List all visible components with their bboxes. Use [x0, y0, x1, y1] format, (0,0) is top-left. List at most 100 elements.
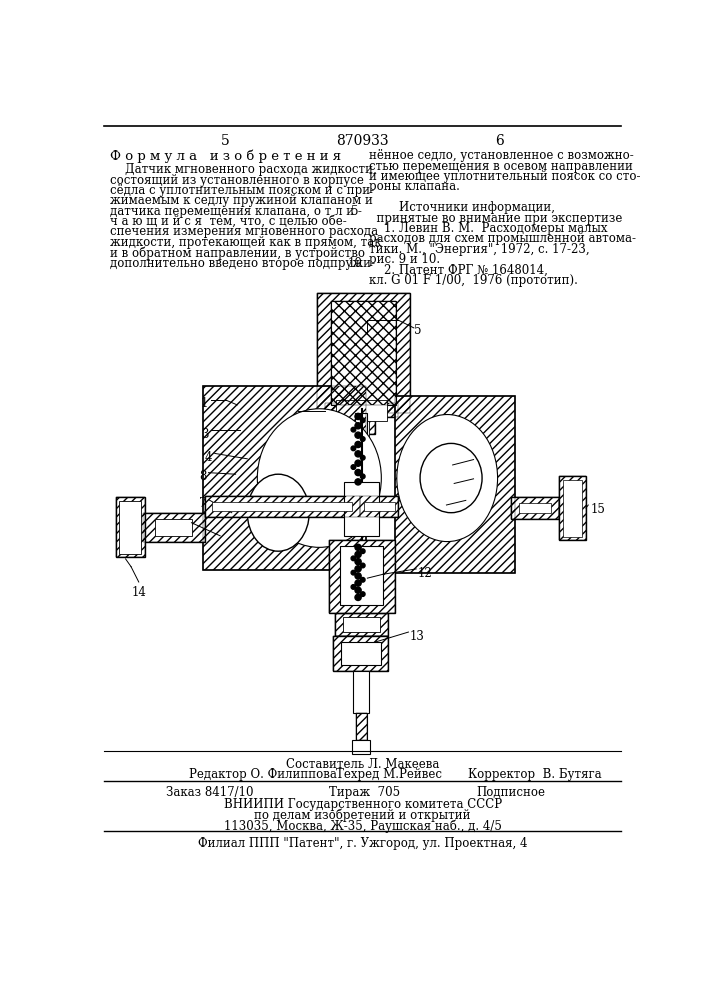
Bar	[203, 386, 366, 570]
Circle shape	[351, 556, 356, 561]
Bar	[329, 540, 395, 613]
Text: состоящий из установленного в корпусе: состоящий из установленного в корпусе	[110, 174, 364, 187]
Text: стью перемещения в осевом направлении: стью перемещения в осевом направлении	[369, 160, 633, 173]
Text: рис. 9 и 10.: рис. 9 и 10.	[369, 253, 440, 266]
Circle shape	[361, 592, 365, 596]
Bar	[335, 613, 387, 636]
Bar	[352, 409, 369, 438]
Bar	[341, 642, 381, 665]
Text: Корректор  В. Бутяга: Корректор В. Бутяга	[468, 768, 602, 781]
Text: и в обратном направлении, в устройство: и в обратном направлении, в устройство	[110, 246, 365, 260]
Text: Филиал ППП "Патент", г. Ужгород, ул. Проектная, 4: Филиал ППП "Патент", г. Ужгород, ул. Про…	[198, 837, 527, 850]
Circle shape	[351, 465, 356, 469]
Text: Техред М.Рейвес: Техред М.Рейвес	[337, 768, 443, 781]
Text: роны клапана.: роны клапана.	[369, 180, 460, 193]
Bar	[356, 713, 367, 740]
Text: 13: 13	[410, 630, 425, 643]
Bar	[360, 496, 398, 517]
Bar	[510, 497, 559, 519]
Bar	[354, 671, 369, 713]
Circle shape	[355, 551, 361, 558]
Text: Источники информации,: Источники информации,	[369, 201, 555, 214]
Circle shape	[361, 418, 365, 423]
Bar	[335, 613, 387, 636]
Circle shape	[355, 580, 361, 586]
Text: 870933: 870933	[337, 134, 389, 148]
Bar	[332, 636, 388, 671]
Bar	[346, 413, 375, 434]
Ellipse shape	[257, 409, 381, 547]
Bar	[344, 482, 379, 536]
Text: Датчик мгновенного расхода жидкости,: Датчик мгновенного расхода жидкости,	[110, 163, 377, 176]
Bar	[363, 502, 395, 511]
Text: по делам изобретений и открытий: по делам изобретений и открытий	[255, 808, 471, 822]
Bar	[395, 396, 515, 573]
Bar	[337, 400, 387, 421]
Bar	[212, 502, 352, 511]
Bar	[343, 617, 380, 632]
Text: 6: 6	[288, 409, 296, 422]
Bar	[155, 519, 192, 536]
Circle shape	[361, 474, 365, 479]
Bar	[203, 386, 366, 570]
Circle shape	[351, 570, 356, 575]
Bar	[563, 480, 582, 537]
Text: нённое седло, установленное с возможно-: нённое седло, установленное с возможно-	[369, 149, 633, 162]
Bar	[559, 476, 586, 540]
Text: 8: 8	[199, 470, 206, 483]
Circle shape	[355, 573, 361, 579]
Bar	[331, 301, 396, 405]
Bar	[325, 403, 398, 417]
Circle shape	[351, 427, 356, 432]
Text: 1. Левин В. М.  Расходомеры малых: 1. Левин В. М. Расходомеры малых	[369, 222, 607, 235]
Text: 5: 5	[221, 134, 230, 148]
Circle shape	[361, 437, 365, 441]
Text: тики. М., "Энергия", 1972, с. 17-23,: тики. М., "Энергия", 1972, с. 17-23,	[369, 243, 590, 256]
Text: 15: 15	[590, 503, 605, 516]
Text: 4: 4	[205, 451, 212, 464]
Text: 2: 2	[182, 520, 189, 533]
Circle shape	[355, 413, 361, 420]
Bar	[518, 503, 551, 513]
Text: 9: 9	[466, 497, 473, 510]
Bar	[204, 496, 360, 517]
Text: Подписное: Подписное	[476, 786, 545, 799]
Circle shape	[355, 460, 361, 466]
Bar	[395, 396, 515, 573]
Text: 2. Патент ФРГ № 1648014,: 2. Патент ФРГ № 1648014,	[369, 264, 548, 277]
Bar	[510, 497, 559, 519]
Bar	[340, 546, 383, 605]
Bar	[143, 513, 204, 542]
Text: датчика перемещения клапана, о т л и -: датчика перемещения клапана, о т л и -	[110, 205, 362, 218]
Circle shape	[355, 423, 361, 429]
Circle shape	[355, 451, 361, 457]
Text: жидкости, протекающей как в прямом, так: жидкости, протекающей как в прямом, так	[110, 236, 382, 249]
Text: 5: 5	[414, 324, 421, 337]
Circle shape	[355, 559, 361, 565]
Circle shape	[355, 479, 361, 485]
Text: 12: 12	[418, 567, 433, 580]
Ellipse shape	[397, 415, 498, 542]
Text: 5: 5	[351, 205, 358, 218]
Text: ч а ю щ и й с я  тем, что, с целью обе-: ч а ю щ и й с я тем, что, с целью обе-	[110, 215, 347, 228]
Bar	[115, 497, 145, 557]
Text: и имеющее уплотнительный поясок со сто-: и имеющее уплотнительный поясок со сто-	[369, 170, 641, 183]
Text: Составитель Л. Макеева: Составитель Л. Макеева	[286, 758, 440, 771]
Circle shape	[355, 469, 361, 476]
Bar	[329, 540, 395, 613]
Circle shape	[355, 594, 361, 600]
Text: 11: 11	[474, 476, 489, 489]
Circle shape	[355, 566, 361, 572]
Text: жимаемым к седлу пружиной клапаном и: жимаемым к седлу пружиной клапаном и	[110, 194, 373, 207]
Bar	[360, 496, 398, 517]
Text: 14: 14	[132, 586, 146, 599]
Ellipse shape	[247, 474, 309, 551]
Bar	[317, 293, 410, 413]
Text: 1: 1	[201, 397, 209, 410]
Bar	[332, 636, 388, 671]
Text: Редактор О. Филиппова: Редактор О. Филиппова	[189, 768, 337, 781]
Text: Ф о р м у л а   и з о б р е т е н и я: Ф о р м у л а и з о б р е т е н и я	[110, 149, 341, 163]
Text: 10: 10	[348, 257, 363, 270]
Circle shape	[361, 577, 365, 582]
Circle shape	[355, 544, 361, 550]
